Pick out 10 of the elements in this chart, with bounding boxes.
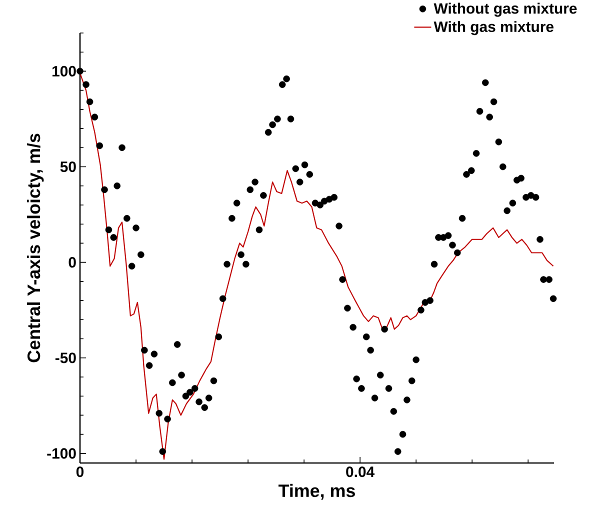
x-tick-label: 0.04 [346, 466, 375, 478]
y-axis-title: Central Y-axis veloicty, m/s [27, 134, 44, 362]
y-tick-label: -50 [55, 352, 76, 364]
x-axis-title: Time, ms [278, 484, 355, 500]
y-tick-label: 0 [68, 257, 76, 268]
legend-label: Without gas mixture [434, 2, 577, 17]
y-tick-label: 100 [52, 66, 76, 76]
y-tick-label: -100 [47, 448, 76, 459]
legend-label: With gas mixture [434, 21, 554, 36]
y-tick-label: 50 [60, 161, 76, 172]
